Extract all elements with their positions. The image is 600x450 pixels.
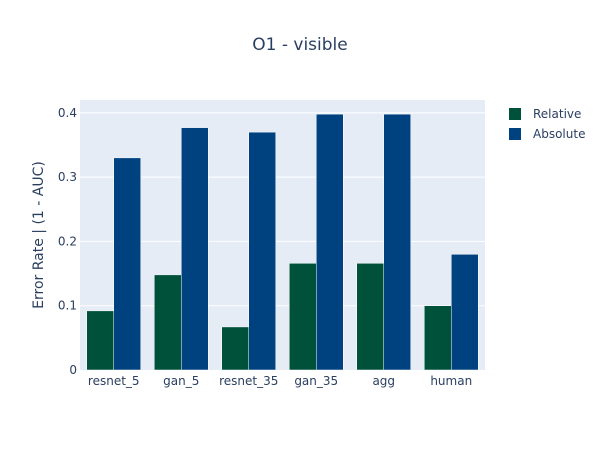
bar-relative-gan_35 <box>289 263 317 371</box>
chart-title: O1 - visible <box>252 35 347 55</box>
bar-absolute-resnet_5 <box>113 157 141 371</box>
x-tick-label: agg <box>372 374 395 388</box>
x-tick-label: gan_35 <box>294 374 338 388</box>
bar-relative-agg <box>356 263 384 371</box>
bar-absolute-gan_35 <box>316 113 344 371</box>
y-tick-label: 0.3 <box>58 170 77 184</box>
bar-relative-resnet_35 <box>221 326 249 371</box>
plot-area <box>80 100 485 370</box>
x-tick-label: gan_5 <box>163 374 199 388</box>
legend-label-absolute: Absolute <box>533 127 585 141</box>
x-tick-label: human <box>430 374 472 388</box>
legend-swatch-absolute <box>509 128 521 140</box>
bar-relative-resnet_5 <box>86 310 114 371</box>
bar-absolute-agg <box>383 113 411 371</box>
grid-lines <box>80 112 485 307</box>
bars <box>86 113 479 371</box>
x-tick-label: resnet_5 <box>88 374 140 388</box>
bar-absolute-human <box>451 254 479 371</box>
bar-relative-gan_5 <box>154 274 182 371</box>
bar-absolute-gan_5 <box>181 127 209 371</box>
y-tick-label: 0.2 <box>58 234 77 248</box>
x-axis-ticks: resnet_5 gan_5 resnet_35 gan_35 agg human <box>88 374 472 388</box>
legend-label-relative: Relative <box>533 107 581 121</box>
legend: Relative Absolute <box>509 107 585 141</box>
bar-relative-human <box>424 305 452 371</box>
bar-absolute-resnet_35 <box>248 131 276 371</box>
y-axis-title: Error Rate | (1 - AUC) <box>31 161 47 309</box>
x-tick-label: resnet_35 <box>219 374 278 388</box>
y-axis-ticks: 0 0.1 0.2 0.3 0.4 <box>58 106 77 377</box>
y-tick-label: 0 <box>69 363 77 377</box>
legend-swatch-relative <box>509 108 521 120</box>
y-tick-label: 0.1 <box>58 299 77 313</box>
y-tick-label: 0.4 <box>58 106 77 120</box>
